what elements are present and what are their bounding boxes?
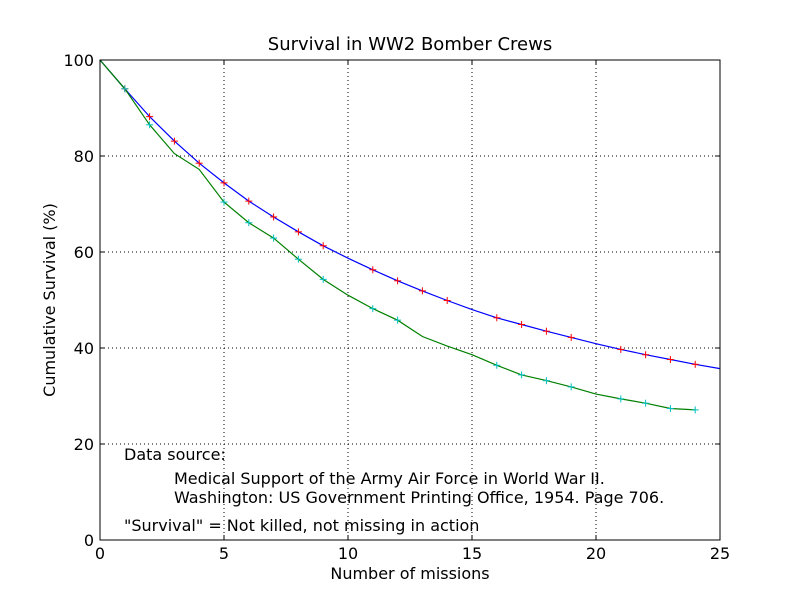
series-1-marker (518, 320, 526, 328)
series-1-marker (617, 345, 625, 353)
x-tick-label: 10 (338, 544, 358, 563)
series-1-marker (567, 333, 575, 341)
y-tick-label: 100 (63, 51, 94, 70)
series-1-marker (195, 159, 203, 167)
survival-definition-note: "Survival" = Not killed, not missing in … (124, 516, 479, 535)
series-2-marker (394, 316, 402, 324)
series-1-marker (319, 242, 327, 250)
series-2-marker (121, 85, 129, 93)
series-1-marker (270, 213, 278, 221)
series-2-marker (245, 219, 253, 227)
series-2-marker (642, 399, 650, 407)
data-source-line-1: Medical Support of the Army Air Force in… (174, 469, 605, 488)
series-1-marker (146, 113, 154, 121)
series-2-marker (617, 395, 625, 403)
y-tick-label: 20 (74, 435, 94, 454)
series-1-marker (542, 327, 550, 335)
series-1-marker (666, 356, 674, 364)
series-1-marker (418, 287, 426, 295)
series-1-marker (394, 277, 402, 285)
plot-frame (99, 59, 721, 541)
series-1-marker (443, 296, 451, 304)
data-source-heading: Data source: (124, 445, 226, 464)
series-2-marker (319, 275, 327, 283)
y-tick-label: 80 (74, 147, 94, 166)
series-1-marker (170, 137, 178, 145)
series-2-marker (369, 305, 377, 313)
series-2-marker (666, 404, 674, 412)
series-1-marker (493, 314, 501, 322)
x-axis-label: Number of missions (330, 564, 489, 583)
series-2-marker (270, 234, 278, 242)
x-tick-label: 25 (710, 544, 730, 563)
y-tick-label: 0 (84, 531, 94, 550)
series-2-marker (220, 198, 228, 206)
series-1-marker (691, 360, 699, 368)
data-source-line-2: Washington: US Government Printing Offic… (174, 488, 664, 507)
series-2-marker (493, 361, 501, 369)
series-1-line (99, 59, 721, 370)
series-1-marker (220, 179, 228, 187)
y-axis-label: Cumulative Survival (%) (40, 203, 59, 397)
series-2-marker (567, 383, 575, 391)
series-1-marker (642, 351, 650, 359)
series-2-marker (518, 371, 526, 379)
x-tick-label: 20 (586, 544, 606, 563)
x-tick-label: 5 (219, 544, 229, 563)
series-1-marker (245, 197, 253, 205)
series-2-marker (542, 377, 550, 385)
series-1-marker (294, 228, 302, 236)
axis-ticks: 0 5 10 15 20 25 0 20 40 60 80 100 (63, 51, 730, 563)
y-tick-label: 40 (74, 339, 94, 358)
series-2-marker (146, 121, 154, 129)
series-2-marker (691, 406, 699, 414)
x-tick-label: 15 (462, 544, 482, 563)
series-markers (121, 85, 699, 414)
y-tick-label: 60 (74, 243, 94, 262)
series-2-marker (294, 255, 302, 263)
x-tick-label: 0 (95, 544, 105, 563)
series-1-marker (369, 266, 377, 274)
chart-title: Survival in WW2 Bomber Crews (268, 34, 552, 55)
